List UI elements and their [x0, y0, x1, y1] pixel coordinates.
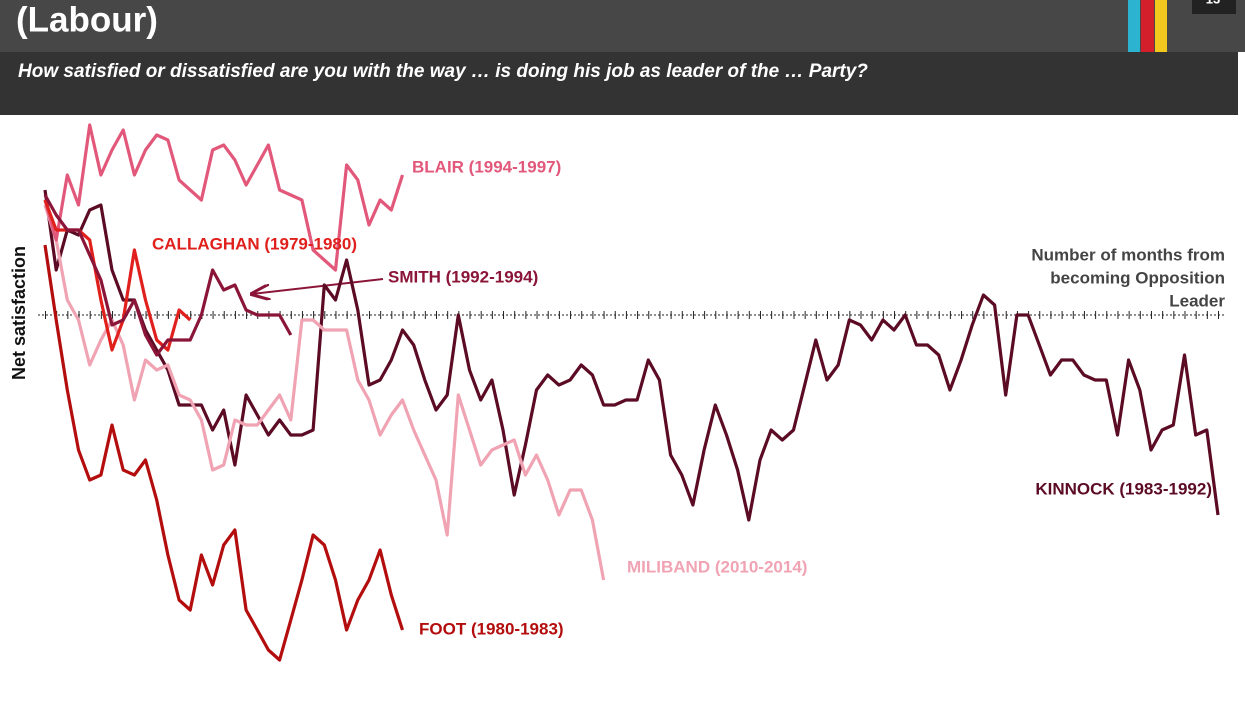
series-label: MILIBAND (2010-2014)	[627, 557, 807, 576]
page-number-box	[1192, 0, 1236, 14]
series-label: CALLAGHAN (1979-1980)	[152, 234, 357, 253]
series-line	[43, 189, 1220, 522]
series-line	[43, 199, 192, 352]
series-label: BLAIR (1994-1997)	[412, 157, 561, 176]
subtitle: How satisfied or dissatisfied are you wi…	[18, 61, 868, 82]
subtitle-bar	[0, 52, 1238, 115]
accent-yellow	[1155, 0, 1167, 52]
page-number: 13	[1206, 0, 1220, 6]
accent-cyan	[1128, 0, 1140, 52]
accent-red	[1141, 0, 1154, 52]
title-bar	[0, 0, 1245, 52]
smith-arrow	[252, 278, 384, 294]
series-label: FOOT (1980-1983)	[419, 619, 564, 638]
series-line	[43, 194, 293, 357]
series-label: KINNOCK (1983-1992)	[1035, 479, 1212, 498]
x-axis-label: Number of months from	[1031, 245, 1225, 264]
x-axis-label: becoming Opposition	[1050, 268, 1225, 287]
series-line	[43, 204, 606, 581]
y-axis-label: Net satisfaction	[9, 246, 29, 380]
series-label: SMITH (1992-1994)	[388, 267, 538, 286]
series-line	[43, 123, 405, 272]
title: (Labour)	[16, 0, 158, 39]
series-line	[43, 244, 405, 662]
x-axis-label: Leader	[1169, 291, 1225, 310]
